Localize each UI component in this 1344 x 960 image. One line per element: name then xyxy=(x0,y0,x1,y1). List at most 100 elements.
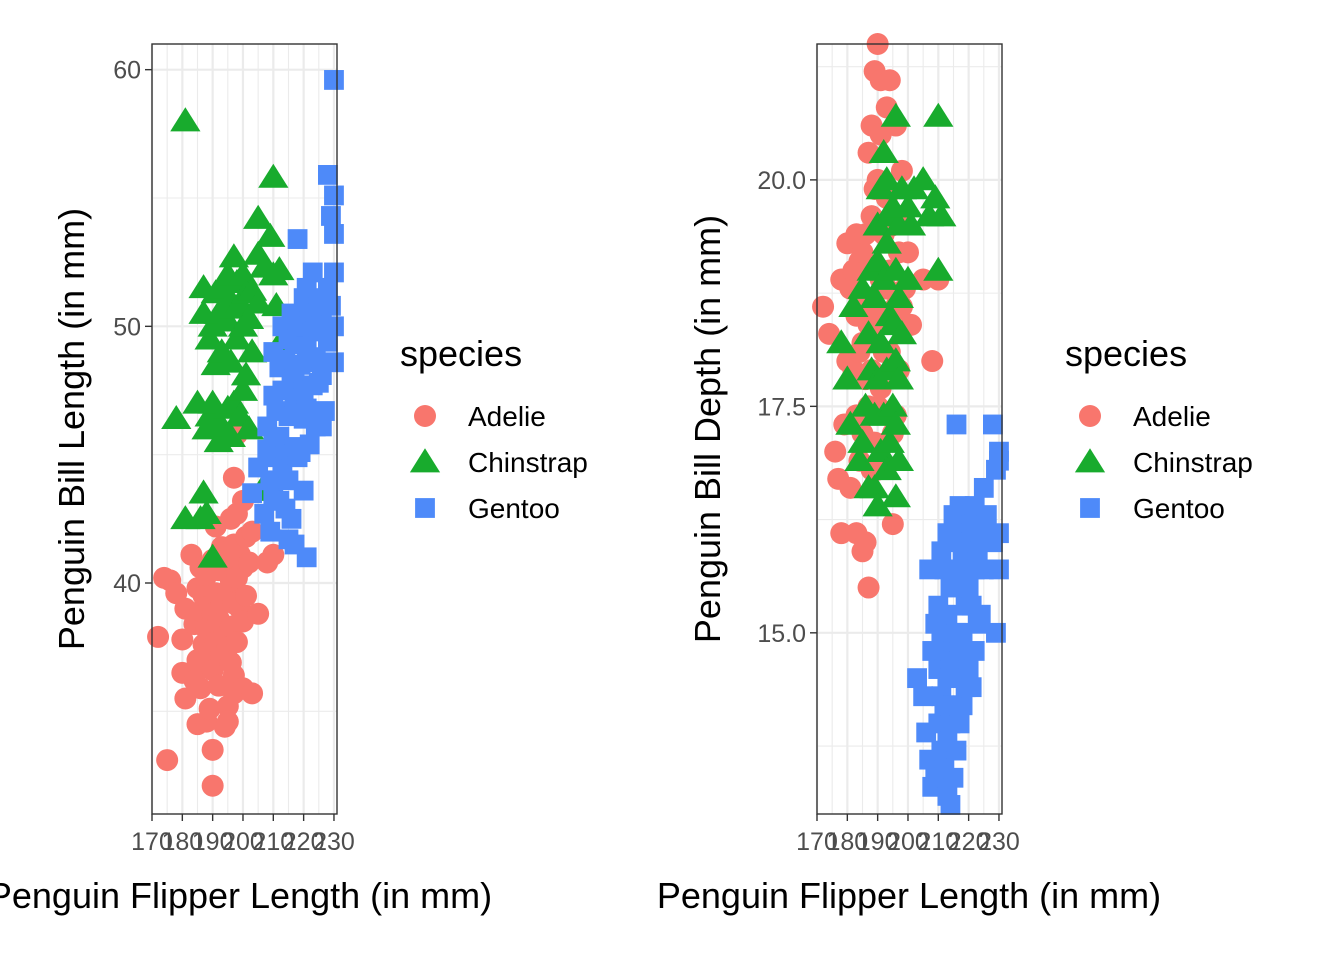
data-point-gentoo xyxy=(299,434,320,455)
data-point-adelie xyxy=(812,295,835,318)
data-point-chinstrap xyxy=(218,243,250,268)
points-bill-length xyxy=(147,70,344,797)
y-tick-label: 20.0 xyxy=(757,167,806,195)
legend-key-adelie xyxy=(1079,405,1101,427)
data-point-chinstrap xyxy=(886,320,918,345)
data-point-chinstrap xyxy=(243,289,274,314)
data-point-chinstrap xyxy=(233,304,265,329)
data-point-adelie xyxy=(156,749,179,772)
data-point-gentoo xyxy=(949,641,970,661)
data-point-gentoo xyxy=(311,416,332,437)
x-tick-label: 180 xyxy=(826,828,868,856)
data-point-adelie xyxy=(225,631,248,654)
data-point-chinstrap xyxy=(264,256,295,281)
y-tick-label: 50 xyxy=(113,313,141,341)
y-tick-label: 15.0 xyxy=(757,620,806,648)
data-point-chinstrap xyxy=(835,410,866,435)
data-point-adelie xyxy=(818,322,841,345)
data-point-gentoo xyxy=(940,795,961,815)
data-point-chinstrap xyxy=(926,202,957,227)
data-point-gentoo xyxy=(973,477,994,498)
data-point-gentoo xyxy=(321,295,341,316)
data-point-chinstrap xyxy=(923,256,954,281)
data-point-chinstrap xyxy=(161,404,192,430)
data-point-adelie xyxy=(890,159,913,182)
data-point-adelie xyxy=(830,522,853,545)
data-point-adelie xyxy=(247,602,270,625)
data-point-adelie xyxy=(198,697,221,720)
plot-frame-bill-length xyxy=(151,43,338,815)
data-point-chinstrap xyxy=(880,347,911,372)
data-point-gentoo xyxy=(305,347,326,368)
data-point-gentoo xyxy=(324,70,344,90)
data-point-chinstrap xyxy=(862,492,893,517)
data-point-adelie xyxy=(878,69,901,92)
data-point-adelie xyxy=(171,628,194,651)
data-point-chinstrap xyxy=(258,163,289,188)
data-point-adelie xyxy=(921,350,944,373)
data-point-chinstrap xyxy=(880,483,911,508)
x-tick-label: 210 xyxy=(252,828,294,856)
x-axis-title-bill-length: Penguin Flipper Length (in mm) xyxy=(0,875,492,916)
y-tick-label: 40 xyxy=(113,570,141,598)
x-tick-label: 170 xyxy=(131,828,173,856)
data-point-adelie xyxy=(839,476,862,499)
data-point-adelie xyxy=(201,774,224,797)
data-point-chinstrap xyxy=(233,415,265,440)
data-point-gentoo xyxy=(986,622,1006,643)
x-tick-label: 220 xyxy=(948,828,990,856)
x-tick-label: 200 xyxy=(887,828,929,856)
data-point-gentoo xyxy=(296,398,317,419)
data-point-chinstrap xyxy=(892,193,924,218)
data-point-adelie xyxy=(854,531,877,554)
data-point-gentoo xyxy=(931,541,952,562)
data-point-chinstrap xyxy=(194,325,225,350)
data-point-adelie xyxy=(241,682,264,705)
data-point-chinstrap xyxy=(215,348,246,373)
legend-title: species xyxy=(1065,333,1187,374)
data-point-gentoo xyxy=(989,441,1009,462)
data-point-chinstrap xyxy=(227,376,259,401)
data-point-gentoo xyxy=(302,262,323,283)
data-point-gentoo xyxy=(964,641,985,661)
data-point-gentoo xyxy=(318,165,338,185)
x-tick-label: 200 xyxy=(222,828,264,856)
legend-title: species xyxy=(400,333,522,374)
data-point-gentoo xyxy=(946,414,967,435)
data-point-chinstrap xyxy=(862,247,893,272)
data-point-gentoo xyxy=(967,541,988,562)
data-point-chinstrap xyxy=(883,365,915,390)
x-tick-label: 220 xyxy=(283,828,325,856)
data-point-gentoo xyxy=(970,604,991,625)
data-point-chinstrap xyxy=(197,543,228,568)
data-point-chinstrap xyxy=(883,283,915,308)
legend-key-gentoo xyxy=(1080,498,1100,518)
legend-bill-depth: species Adelie Chinstrap Gentoo xyxy=(1065,333,1253,524)
data-point-gentoo xyxy=(961,677,982,698)
legend-key-gentoo xyxy=(415,498,435,518)
y-axis-title-bill-depth: Penguin Bill Depth (in mm) xyxy=(687,215,728,643)
data-point-chinstrap xyxy=(923,102,954,127)
legend-bill-length: species Adelie Chinstrap Gentoo xyxy=(400,333,588,524)
data-point-gentoo xyxy=(321,206,341,226)
data-point-gentoo xyxy=(308,372,329,393)
data-point-chinstrap xyxy=(844,446,875,472)
legend-label-chinstrap: Chinstrap xyxy=(1133,447,1253,478)
data-point-gentoo xyxy=(952,695,973,716)
data-point-chinstrap xyxy=(892,265,924,290)
data-point-adelie xyxy=(851,241,874,264)
data-point-chinstrap xyxy=(230,361,262,386)
data-point-chinstrap xyxy=(895,211,927,236)
data-point-gentoo xyxy=(976,505,997,525)
data-point-chinstrap xyxy=(920,184,951,209)
data-point-gentoo xyxy=(943,767,964,788)
data-point-adelie xyxy=(238,551,261,574)
data-point-chinstrap xyxy=(832,365,863,390)
x-tick-label: 210 xyxy=(917,828,959,856)
x-tick-label: 170 xyxy=(796,828,838,856)
data-point-chinstrap xyxy=(221,325,253,350)
